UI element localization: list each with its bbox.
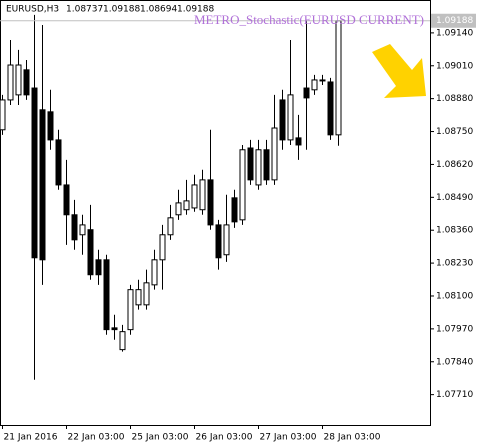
y-tick-label: 1.08230 xyxy=(436,259,473,269)
x-tick-label: 25 Jan 03:00 xyxy=(132,433,189,443)
candle-body xyxy=(199,179,206,211)
header-open: 1.08737 xyxy=(66,5,103,15)
header-low: 1.08694 xyxy=(140,5,177,15)
candle-body xyxy=(223,224,230,256)
candle-body xyxy=(279,99,286,141)
arrow-icon xyxy=(372,44,426,98)
y-tick-label: 1.08750 xyxy=(436,127,473,137)
candle-body xyxy=(15,64,22,96)
candle-body xyxy=(23,69,30,96)
x-tick-label: 22 Jan 03:00 xyxy=(68,433,125,443)
candle-body xyxy=(191,184,198,209)
y-tick-label: 1.08620 xyxy=(436,160,473,170)
candle-body xyxy=(239,149,246,221)
candle-body xyxy=(327,81,334,136)
candle-body xyxy=(143,282,150,306)
candle-body xyxy=(87,229,94,276)
plot-frame xyxy=(0,0,431,426)
candle-body xyxy=(207,179,214,226)
candle-body xyxy=(231,197,238,223)
indicator-label: METRO_Stochastic(EURUSD CURRENT) xyxy=(194,12,424,27)
candle-body xyxy=(119,331,126,351)
candle-body xyxy=(287,94,294,141)
candle-body xyxy=(303,87,310,99)
x-tick-label: 28 Jan 03:00 xyxy=(324,433,381,443)
candle-body xyxy=(31,87,38,259)
candle-body xyxy=(319,79,326,82)
candle-body xyxy=(39,109,46,261)
candle-body xyxy=(71,214,78,241)
y-tick-label: 1.08360 xyxy=(436,226,473,236)
candle-body xyxy=(111,327,118,331)
candle-body xyxy=(159,234,166,261)
y-tick-label: 1.09140 xyxy=(436,28,473,38)
y-tick-label: 1.09010 xyxy=(436,61,473,71)
candle-body xyxy=(151,259,158,286)
candle-body xyxy=(263,149,270,181)
candle-body xyxy=(55,139,62,186)
candle-body xyxy=(295,137,302,146)
y-tick-label: 1.08880 xyxy=(436,94,473,104)
candle-body xyxy=(335,20,342,136)
candle-body xyxy=(47,111,54,141)
y-tick-label: 1.07710 xyxy=(436,390,473,400)
x-tick-label: 21 Jan 2016 xyxy=(4,433,58,443)
header-high: 1.09188 xyxy=(103,5,140,15)
candle-body xyxy=(175,202,182,216)
x-tick-label: 26 Jan 03:00 xyxy=(196,433,253,443)
y-tick-label: 1.08490 xyxy=(436,193,473,203)
candle-body xyxy=(167,217,174,236)
candle-body xyxy=(63,184,70,216)
x-tick-label: 27 Jan 03:00 xyxy=(260,433,317,443)
candle-body xyxy=(0,99,6,131)
y-tick-label: 1.08100 xyxy=(436,291,473,301)
symbol-label: EURUSD,H3 xyxy=(6,5,59,15)
candle-body xyxy=(95,259,102,276)
candle-body xyxy=(271,127,278,181)
candle-body xyxy=(127,289,134,331)
candle-body xyxy=(183,200,190,211)
candle-body xyxy=(255,149,262,186)
candle-body xyxy=(311,79,318,91)
candle-body xyxy=(247,147,254,181)
price-tag xyxy=(431,13,476,28)
candle-body xyxy=(7,64,14,101)
candle-body xyxy=(79,224,86,236)
y-tick-label: 1.07970 xyxy=(436,324,473,334)
candle-body xyxy=(215,224,222,259)
candle-body xyxy=(103,259,110,331)
header-close: 1.09188 xyxy=(177,5,214,15)
candle-body xyxy=(135,289,142,306)
price-tag-label: 1.09188 xyxy=(436,16,473,26)
y-tick-label: 1.07840 xyxy=(436,357,473,367)
